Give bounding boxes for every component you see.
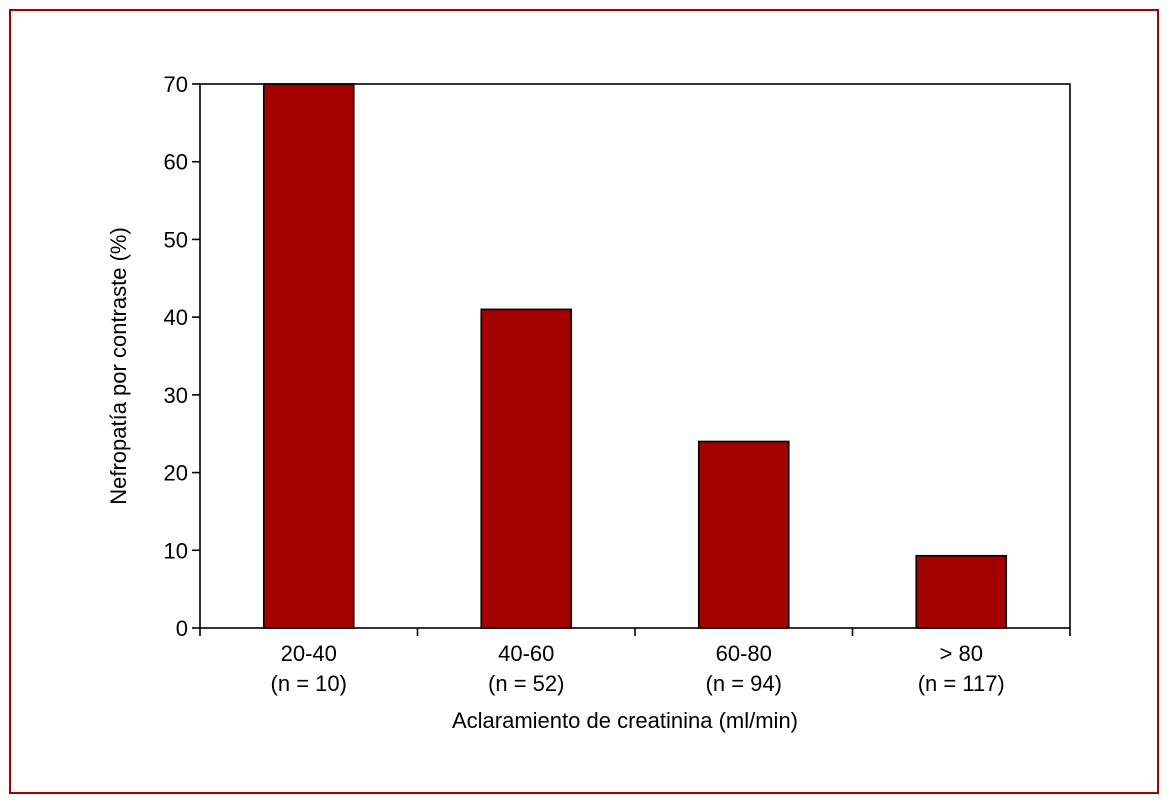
y-tick-label: 20 [164,461,188,486]
x-tick-sublabel: (n = 117) [918,671,1005,696]
y-tick-label: 30 [164,383,188,408]
y-tick-label: 70 [164,72,188,97]
y-tick-label: 60 [164,150,188,175]
x-tick-sublabel: (n = 94) [706,671,782,696]
x-tick-label: 40-60 [498,641,554,666]
y-tick-label: 50 [164,227,188,252]
y-tick-label: 0 [176,616,188,641]
bar-4 [915,554,1008,629]
bar-1 [262,83,355,629]
bars [262,83,1008,629]
x-tick-label: > 80 [940,641,983,666]
bar-2 [480,308,573,629]
bar-3 [697,440,790,629]
x-axis-label: Aclaramiento de creatinina (ml/min) [452,708,798,733]
x-tick-sublabel: (n = 10) [271,671,347,696]
y-tick-label: 10 [164,538,188,563]
y-axis-label: Nefropatía por contraste (%) [106,227,131,505]
y-axis: 0 10 20 30 40 50 60 70 [164,72,200,641]
x-tick-sublabel: (n = 52) [488,671,564,696]
x-tick-label: 20-40 [281,641,337,666]
x-tick-label: 60-80 [716,641,772,666]
y-tick-label: 40 [164,305,188,330]
x-axis: 20-40 (n = 10) 40-60 (n = 52) 60-80 (n = 94) >… [199,628,1071,696]
